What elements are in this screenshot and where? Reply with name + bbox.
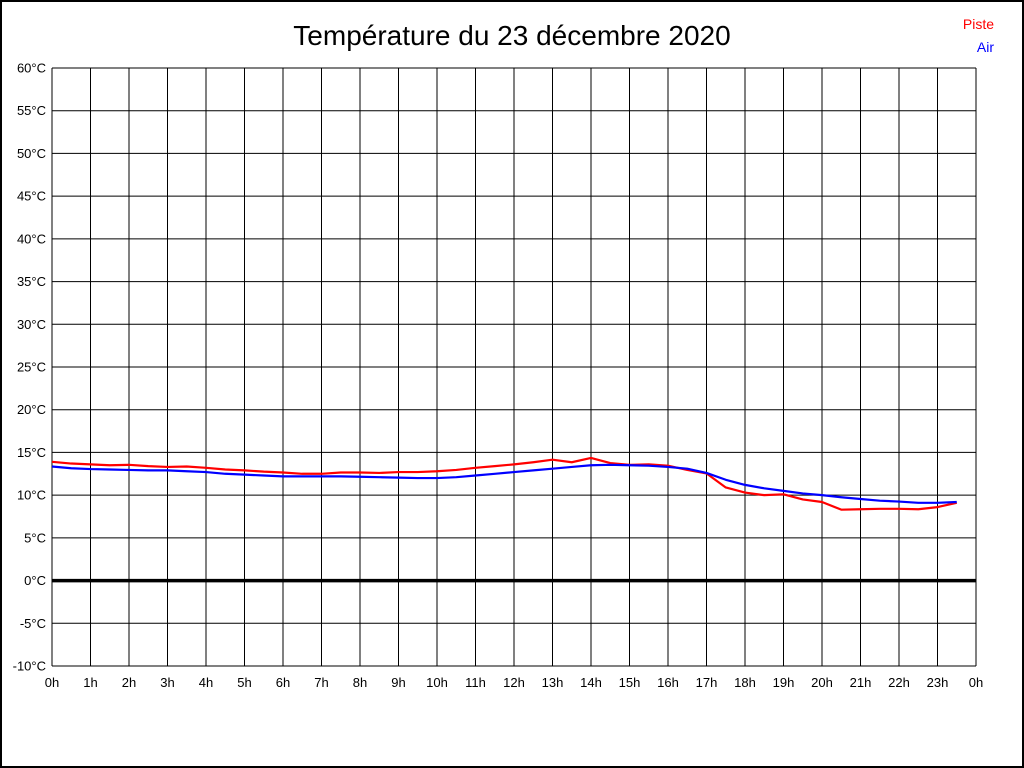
x-axis-tick-label: 19h [773,675,795,690]
chart-title: Température du 23 décembre 2020 [293,20,731,51]
x-axis-tick-label: 1h [83,675,97,690]
x-axis-tick-label: 13h [542,675,564,690]
x-axis-tick-label: 18h [734,675,756,690]
y-axis-tick-label: 0°C [24,573,46,588]
x-axis-tick-label: 16h [657,675,679,690]
y-axis-tick-label: 20°C [17,402,46,417]
y-axis-tick-label: 15°C [17,445,46,460]
x-axis-tick-label: 4h [199,675,213,690]
x-axis-tick-label: 3h [160,675,174,690]
legend-item-piste: Piste [962,16,994,32]
y-axis-tick-label: 30°C [17,317,46,332]
x-axis-tick-label: 15h [619,675,641,690]
x-axis-tick-label: 6h [276,675,290,690]
x-axis-tick-label: 11h [465,675,486,690]
series-line-air [51,463,957,504]
x-axis-tick-label: 20h [811,675,833,690]
legend: Piste Air [963,13,994,59]
x-axis-tick-label: 0h [969,675,983,690]
x-axis-tick-label: 2h [122,675,136,690]
x-axis-tick-label: 17h [696,675,718,690]
y-axis-tick-label: 45°C [17,189,46,204]
y-axis-tick-label: -5°C [20,616,46,631]
x-axis-tick-label: 7h [314,675,328,690]
y-axis-tick-label: 50°C [17,146,46,161]
x-axis-tick-label: 5h [237,675,251,690]
x-axis-tick-label: 23h [927,675,949,690]
y-axis-tick-label: -10°C [13,659,46,674]
x-axis-tick-label: 22h [888,675,910,690]
y-axis-tick-label: 35°C [17,274,46,289]
series-line-piste [51,456,957,511]
legend-item-air: Air [976,39,994,55]
y-axis-tick-label: 55°C [17,103,46,118]
y-axis-tick-label: 5°C [24,530,46,545]
x-axis-tick-label: 12h [503,675,525,690]
y-axis-tick-label: 25°C [17,360,46,375]
y-axis-tick-label: 60°C [17,61,46,76]
x-axis-tick-label: 21h [850,675,872,690]
x-axis-tick-label: 0h [45,675,59,690]
y-axis-tick-label: 40°C [17,231,46,246]
x-axis-tick-label: 8h [353,675,367,690]
x-axis-tick-label: 9h [391,675,405,690]
x-axis-tick-label: 10h [426,675,448,690]
y-axis-tick-label: 10°C [17,488,46,503]
x-axis-tick-label: 14h [580,675,602,690]
